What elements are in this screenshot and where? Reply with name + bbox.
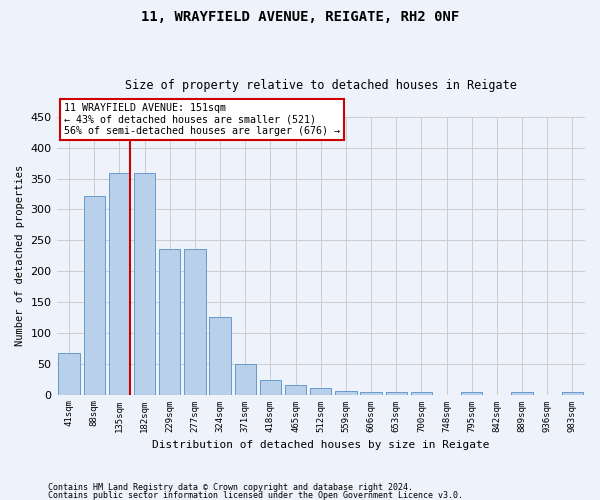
Bar — [386, 392, 407, 394]
Text: 11, WRAYFIELD AVENUE, REIGATE, RH2 0NF: 11, WRAYFIELD AVENUE, REIGATE, RH2 0NF — [141, 10, 459, 24]
Bar — [260, 380, 281, 394]
Bar — [310, 388, 331, 394]
Bar — [159, 250, 181, 394]
Text: Contains public sector information licensed under the Open Government Licence v3: Contains public sector information licen… — [48, 490, 463, 500]
Bar — [461, 392, 482, 394]
Bar — [562, 392, 583, 394]
Bar — [209, 317, 231, 394]
Bar — [58, 353, 80, 395]
Y-axis label: Number of detached properties: Number of detached properties — [15, 165, 25, 346]
Bar — [235, 364, 256, 394]
Bar — [361, 392, 382, 394]
Bar — [83, 196, 105, 394]
Bar — [134, 173, 155, 394]
Bar — [335, 391, 356, 394]
Bar — [511, 392, 533, 394]
Bar — [184, 250, 206, 394]
Text: 11 WRAYFIELD AVENUE: 151sqm
← 43% of detached houses are smaller (521)
56% of se: 11 WRAYFIELD AVENUE: 151sqm ← 43% of det… — [64, 103, 340, 136]
X-axis label: Distribution of detached houses by size in Reigate: Distribution of detached houses by size … — [152, 440, 490, 450]
Bar — [285, 386, 307, 394]
Bar — [411, 392, 432, 394]
Text: Contains HM Land Registry data © Crown copyright and database right 2024.: Contains HM Land Registry data © Crown c… — [48, 484, 413, 492]
Bar — [109, 173, 130, 394]
Title: Size of property relative to detached houses in Reigate: Size of property relative to detached ho… — [125, 79, 517, 92]
